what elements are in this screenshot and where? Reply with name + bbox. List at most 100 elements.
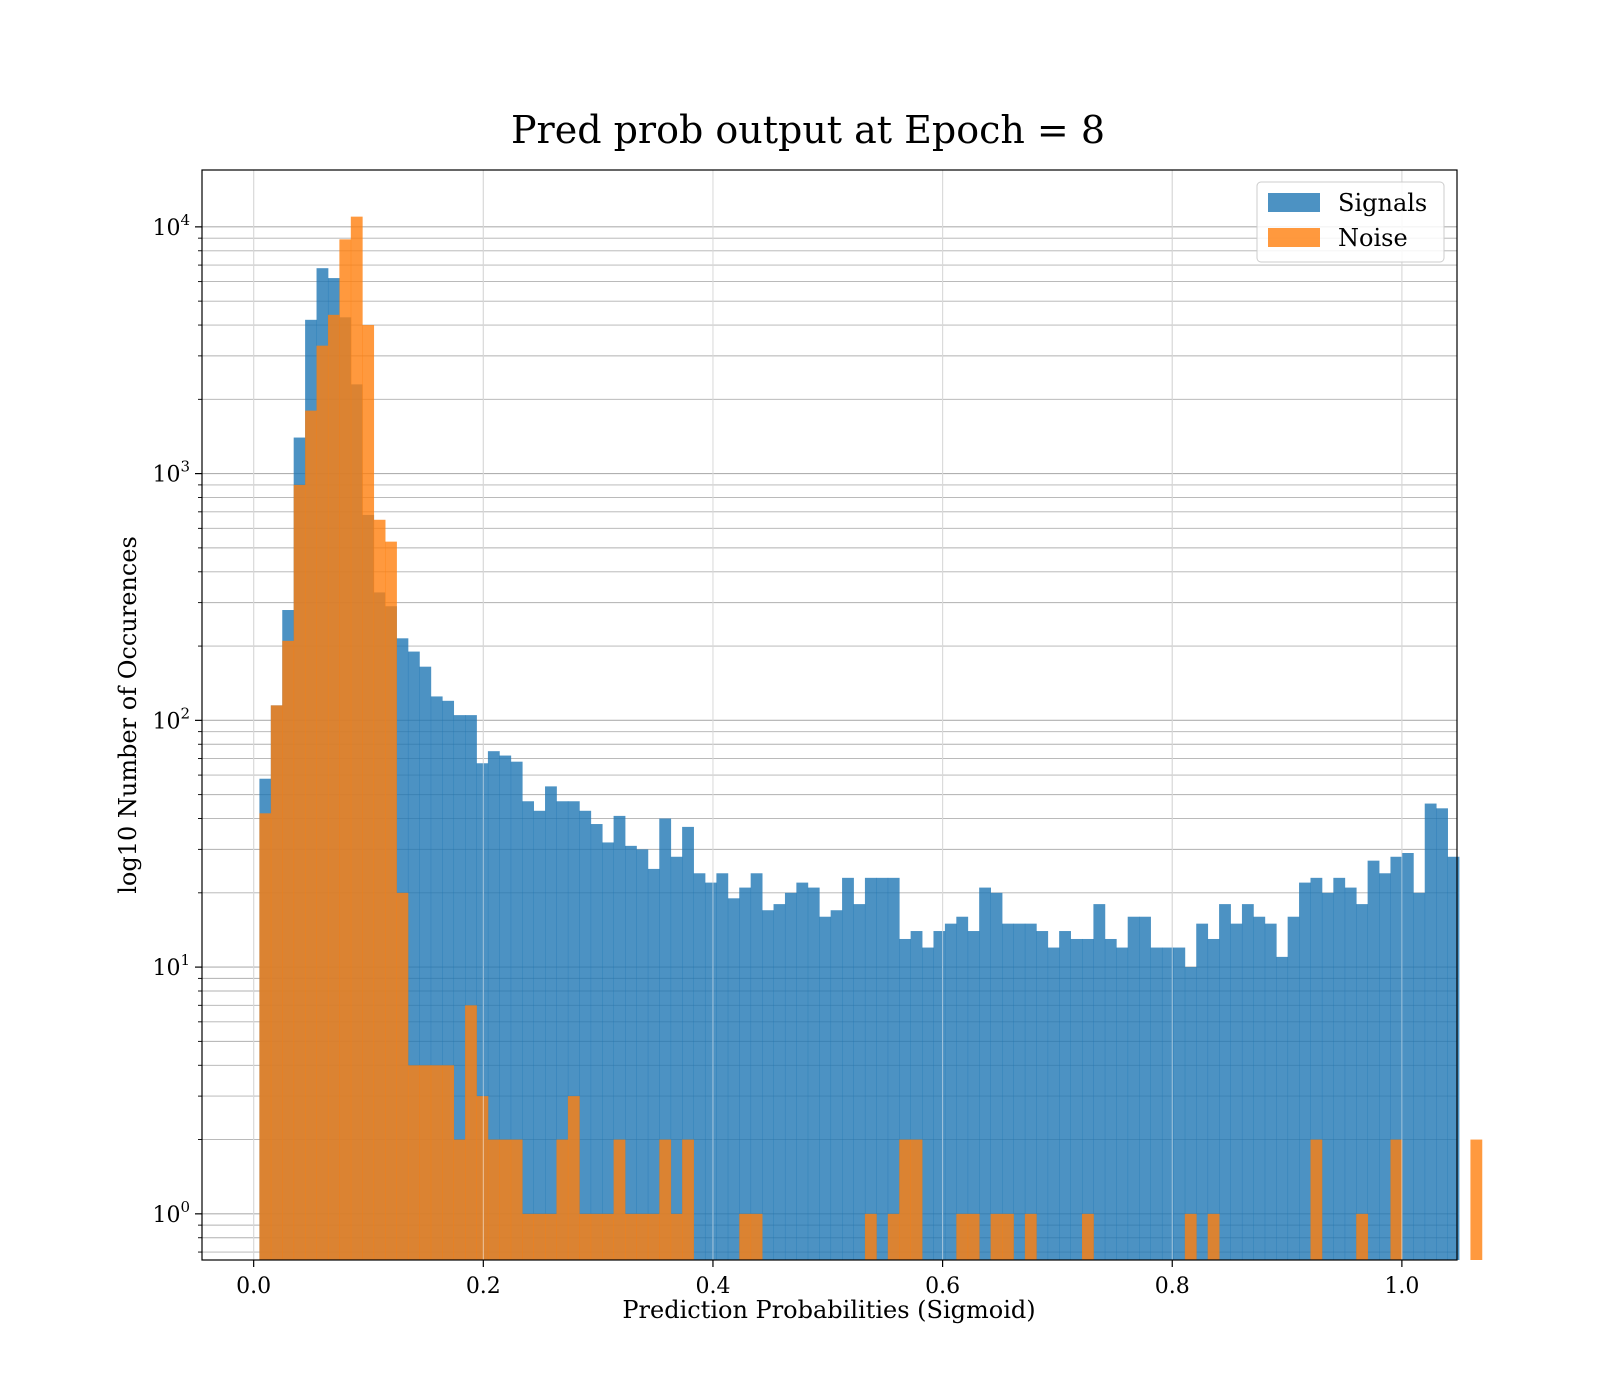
histogram-bar-signals (533, 810, 546, 1260)
histogram-bar-noise (442, 1065, 455, 1260)
histogram-bar-signals (602, 842, 614, 1260)
histogram-bar-signals (1379, 873, 1391, 1260)
histogram-bar-signals (739, 887, 752, 1260)
histogram-bar-noise (533, 1213, 546, 1260)
histogram-bar-signals (442, 700, 455, 1260)
legend: Signals Noise (1256, 181, 1445, 263)
histogram-bar-noise (522, 1213, 535, 1260)
histogram-bar-signals (796, 882, 809, 1260)
y-tick-label: 101 (152, 951, 190, 981)
histogram-bar-signals (944, 923, 957, 1260)
histogram-bar-signals (430, 696, 443, 1260)
histogram-bar-noise (545, 1213, 557, 1260)
histogram-bar-signals (979, 887, 991, 1260)
histogram-bar-signals (647, 868, 660, 1260)
histogram-bar-noise (1356, 1213, 1369, 1260)
histogram-bar-noise (1207, 1213, 1220, 1260)
histogram-bar-signals (659, 818, 672, 1260)
histogram-bar-signals (842, 877, 854, 1260)
histogram-bar-noise (1184, 1213, 1197, 1260)
histogram-bar-noise (270, 705, 283, 1260)
histogram-bar-signals (716, 873, 729, 1260)
noise-series (253, 170, 1483, 1261)
histogram-bar-signals (1036, 931, 1049, 1260)
histogram-bar-signals (750, 873, 763, 1260)
histogram-bar-noise (476, 1096, 489, 1260)
histogram-bar-signals (1093, 904, 1106, 1260)
histogram-bar-signals (1002, 923, 1014, 1260)
histogram-bar-noise (967, 1213, 980, 1260)
histogram-bar-signals (1287, 916, 1300, 1260)
histogram-bar-signals (1184, 967, 1197, 1260)
histogram-bar-signals (613, 815, 626, 1260)
histogram-bar-noise (396, 892, 409, 1260)
histogram-bar-signals (956, 916, 969, 1260)
x-tick-label: 1.0 (1384, 1274, 1419, 1299)
histogram-bar-noise (613, 1139, 626, 1260)
histogram-bar-signals (1344, 887, 1357, 1260)
histogram-bar-signals (807, 887, 820, 1260)
histogram-bar-signals (1219, 904, 1231, 1260)
histogram-bar-signals (579, 810, 592, 1260)
histogram-bar-noise (1002, 1213, 1014, 1260)
histogram-bar-noise (956, 1213, 969, 1260)
histogram-bar-signals (682, 826, 694, 1260)
histogram-bar-noise (556, 1139, 569, 1260)
histogram-bar-noise (282, 640, 295, 1260)
histogram-bar-noise (419, 1065, 432, 1260)
histogram-bar-signals (453, 715, 466, 1260)
histogram-bar-signals (1310, 877, 1323, 1260)
histogram-bar-signals (1401, 852, 1414, 1260)
histogram-bar-signals (1013, 923, 1026, 1260)
histogram-bar-signals (1390, 856, 1403, 1260)
histogram-bar-signals (1024, 923, 1037, 1260)
histogram-bar-noise (990, 1213, 1003, 1260)
histogram-bar-signals (819, 916, 832, 1260)
histogram-bar-signals (1367, 860, 1380, 1260)
x-tick-label: 0.2 (466, 1274, 501, 1299)
histogram-bar-noise (602, 1213, 614, 1260)
histogram-bar-noise (670, 1213, 683, 1260)
histogram-bar-noise (1024, 1213, 1037, 1260)
histogram-bar-signals (1276, 956, 1289, 1260)
histogram-bar-noise (682, 1139, 694, 1260)
histogram-bar-signals (510, 761, 523, 1260)
histogram-bar-signals (1047, 947, 1060, 1260)
histogram-bar-noise (385, 541, 397, 1260)
histogram-bar-signals (704, 882, 717, 1260)
histogram-bar-signals (1333, 877, 1346, 1260)
histogram-bar-signals (1321, 892, 1334, 1260)
histogram-bar-noise (899, 1139, 912, 1260)
histogram-bar-noise (430, 1065, 443, 1260)
histogram-bar-signals (1447, 856, 1460, 1260)
histogram-bar-signals (910, 931, 923, 1260)
histogram-bar-signals (990, 892, 1003, 1260)
plot-frame (201, 169, 1458, 1261)
histogram-bar-noise (305, 410, 317, 1260)
histogram-bar-signals (1299, 882, 1311, 1260)
histogram-bar-noise (739, 1213, 752, 1260)
histogram-bar-signals (899, 938, 912, 1260)
histogram-bar-signals (1161, 947, 1174, 1260)
x-tick-label: 0.0 (236, 1274, 271, 1299)
histogram-bar-signals (922, 947, 934, 1260)
histogram-bar-noise (636, 1213, 649, 1260)
histogram-bar-signals (670, 856, 683, 1260)
histogram-bar-signals (933, 931, 946, 1260)
histogram-bar-signals (830, 910, 843, 1260)
y-axis-ticks: 100 101 102 103 104 (152, 211, 202, 1253)
histogram-bar-noise (1081, 1213, 1094, 1260)
histogram-bar-noise (373, 519, 386, 1260)
histogram-bar-noise (590, 1213, 603, 1260)
x-axis-label: Prediction Probabilities (Sigmoid) (622, 1296, 1035, 1324)
histogram-bar-noise (1390, 1139, 1403, 1260)
histogram-bar-noise (362, 325, 375, 1260)
histogram-bar-signals (887, 877, 900, 1260)
histogram-bar-signals (727, 898, 740, 1260)
histogram-bar-signals (762, 910, 774, 1260)
y-tick-label: 102 (152, 704, 190, 734)
histogram-bar-signals (1173, 947, 1186, 1260)
histogram-bar-signals (487, 751, 500, 1260)
histogram-bar-signals (784, 892, 797, 1260)
histogram-bar-signals (1207, 938, 1220, 1260)
